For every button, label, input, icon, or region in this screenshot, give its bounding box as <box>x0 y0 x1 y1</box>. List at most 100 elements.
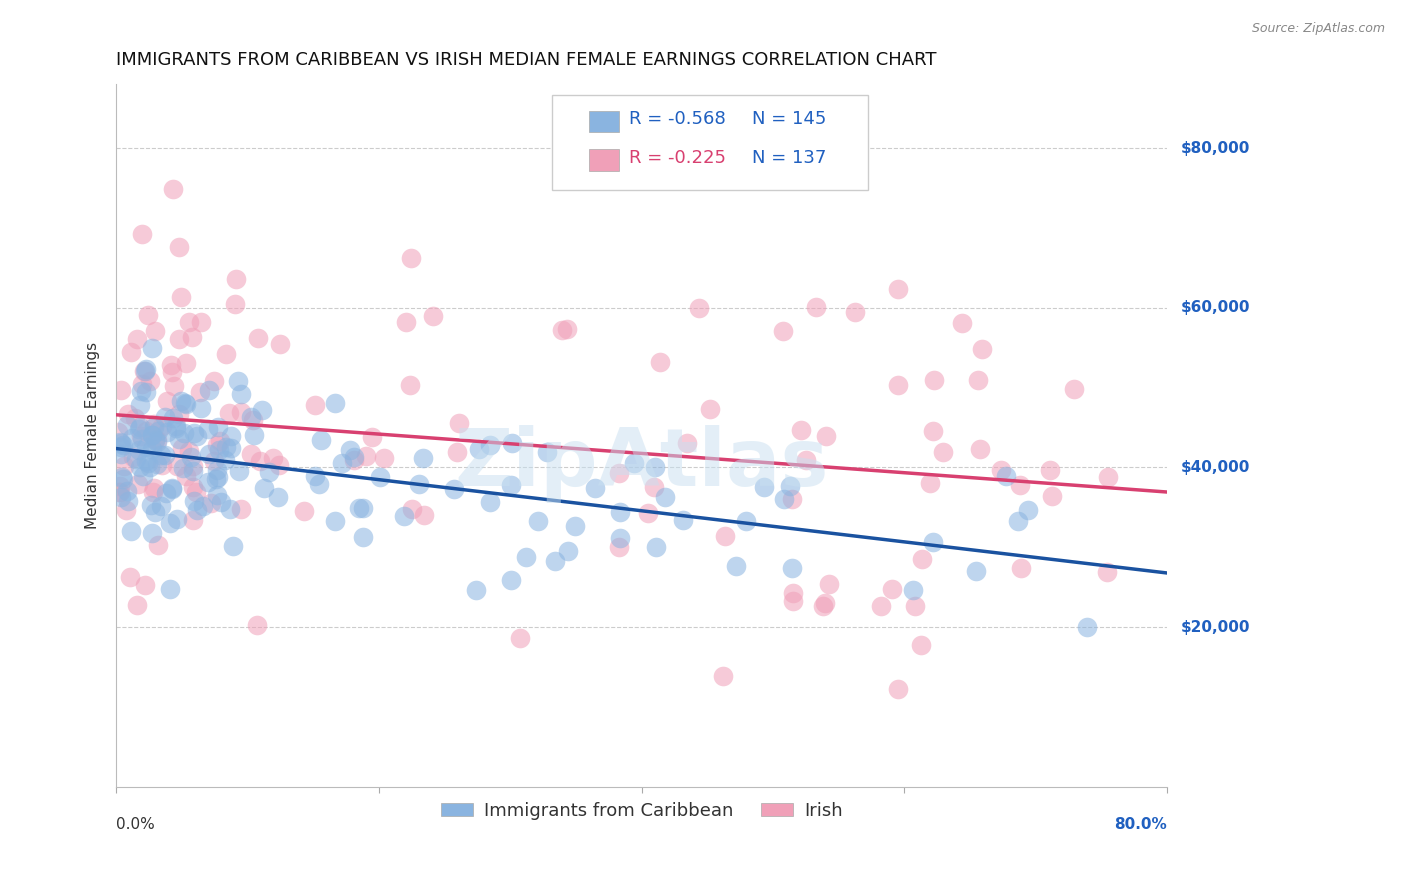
Point <box>918 475 941 490</box>
Point <box>202 454 225 468</box>
Point <box>1097 566 1119 580</box>
Point <box>262 451 284 466</box>
Point <box>342 450 364 464</box>
Point <box>536 444 558 458</box>
Point <box>146 433 169 447</box>
Point <box>143 432 166 446</box>
Point <box>292 504 315 518</box>
Point <box>910 638 932 652</box>
Point <box>226 375 249 389</box>
Point <box>343 453 366 467</box>
Point <box>150 448 173 462</box>
Point <box>887 681 910 696</box>
Point <box>304 398 326 412</box>
Point <box>467 442 489 456</box>
Point <box>239 447 262 461</box>
Point <box>165 421 187 435</box>
Point <box>725 558 748 573</box>
Point <box>207 463 229 477</box>
Point <box>811 599 834 613</box>
Point <box>446 444 468 458</box>
Point <box>408 476 430 491</box>
Point <box>308 477 330 491</box>
Point <box>654 490 676 504</box>
Point <box>1017 503 1039 517</box>
Point <box>401 502 423 516</box>
Point <box>339 442 361 457</box>
Point <box>188 384 211 399</box>
Point <box>478 438 501 452</box>
Point <box>699 402 721 417</box>
FancyBboxPatch shape <box>553 95 868 189</box>
Point <box>399 378 422 392</box>
Point <box>146 424 169 438</box>
Point <box>205 437 228 451</box>
Point <box>141 427 163 442</box>
Point <box>156 425 179 439</box>
Point <box>815 428 838 442</box>
Point <box>689 301 711 315</box>
Point <box>170 394 193 409</box>
Point <box>121 450 143 464</box>
Point <box>115 417 138 432</box>
Point <box>648 355 671 369</box>
Point <box>814 596 837 610</box>
Legend: Immigrants from Caribbean, Irish: Immigrants from Caribbean, Irish <box>433 795 849 827</box>
Point <box>711 669 734 683</box>
Point <box>794 453 817 467</box>
Point <box>1097 470 1119 484</box>
Point <box>207 420 229 434</box>
Point <box>128 422 150 436</box>
Point <box>412 508 434 522</box>
Point <box>399 251 422 265</box>
Point <box>138 375 160 389</box>
Point <box>643 480 665 494</box>
Point <box>165 419 187 434</box>
Point <box>150 499 173 513</box>
Point <box>197 475 219 489</box>
Point <box>132 364 155 378</box>
Point <box>714 529 737 543</box>
Point <box>880 582 903 596</box>
Point <box>169 332 191 346</box>
Point <box>449 416 471 430</box>
Point <box>527 515 550 529</box>
Point <box>246 331 269 345</box>
Point <box>224 297 246 311</box>
Point <box>200 496 222 510</box>
Point <box>637 506 659 520</box>
Point <box>887 377 910 392</box>
Point <box>347 500 370 515</box>
Point <box>412 450 434 465</box>
Point <box>108 484 131 499</box>
Point <box>110 384 132 398</box>
Point <box>239 409 262 424</box>
Point <box>136 456 159 470</box>
Point <box>207 470 229 484</box>
Point <box>1040 489 1063 503</box>
Point <box>354 450 377 464</box>
Point <box>1010 478 1032 492</box>
Point <box>153 448 176 462</box>
Point <box>129 384 152 398</box>
Point <box>332 456 354 470</box>
Point <box>869 599 891 614</box>
Point <box>160 482 183 496</box>
Point <box>202 374 225 388</box>
Point <box>110 478 132 492</box>
Point <box>156 394 179 409</box>
Point <box>127 332 149 346</box>
Point <box>922 374 945 388</box>
Point <box>190 315 212 329</box>
Point <box>170 290 193 304</box>
Point <box>159 582 181 596</box>
Point <box>132 469 155 483</box>
Point <box>886 282 908 296</box>
Point <box>325 515 347 529</box>
Point <box>551 323 574 337</box>
Text: N = 137: N = 137 <box>752 149 827 167</box>
Point <box>191 499 214 513</box>
Point <box>155 486 177 500</box>
Point <box>1010 561 1032 575</box>
Point <box>181 464 204 478</box>
